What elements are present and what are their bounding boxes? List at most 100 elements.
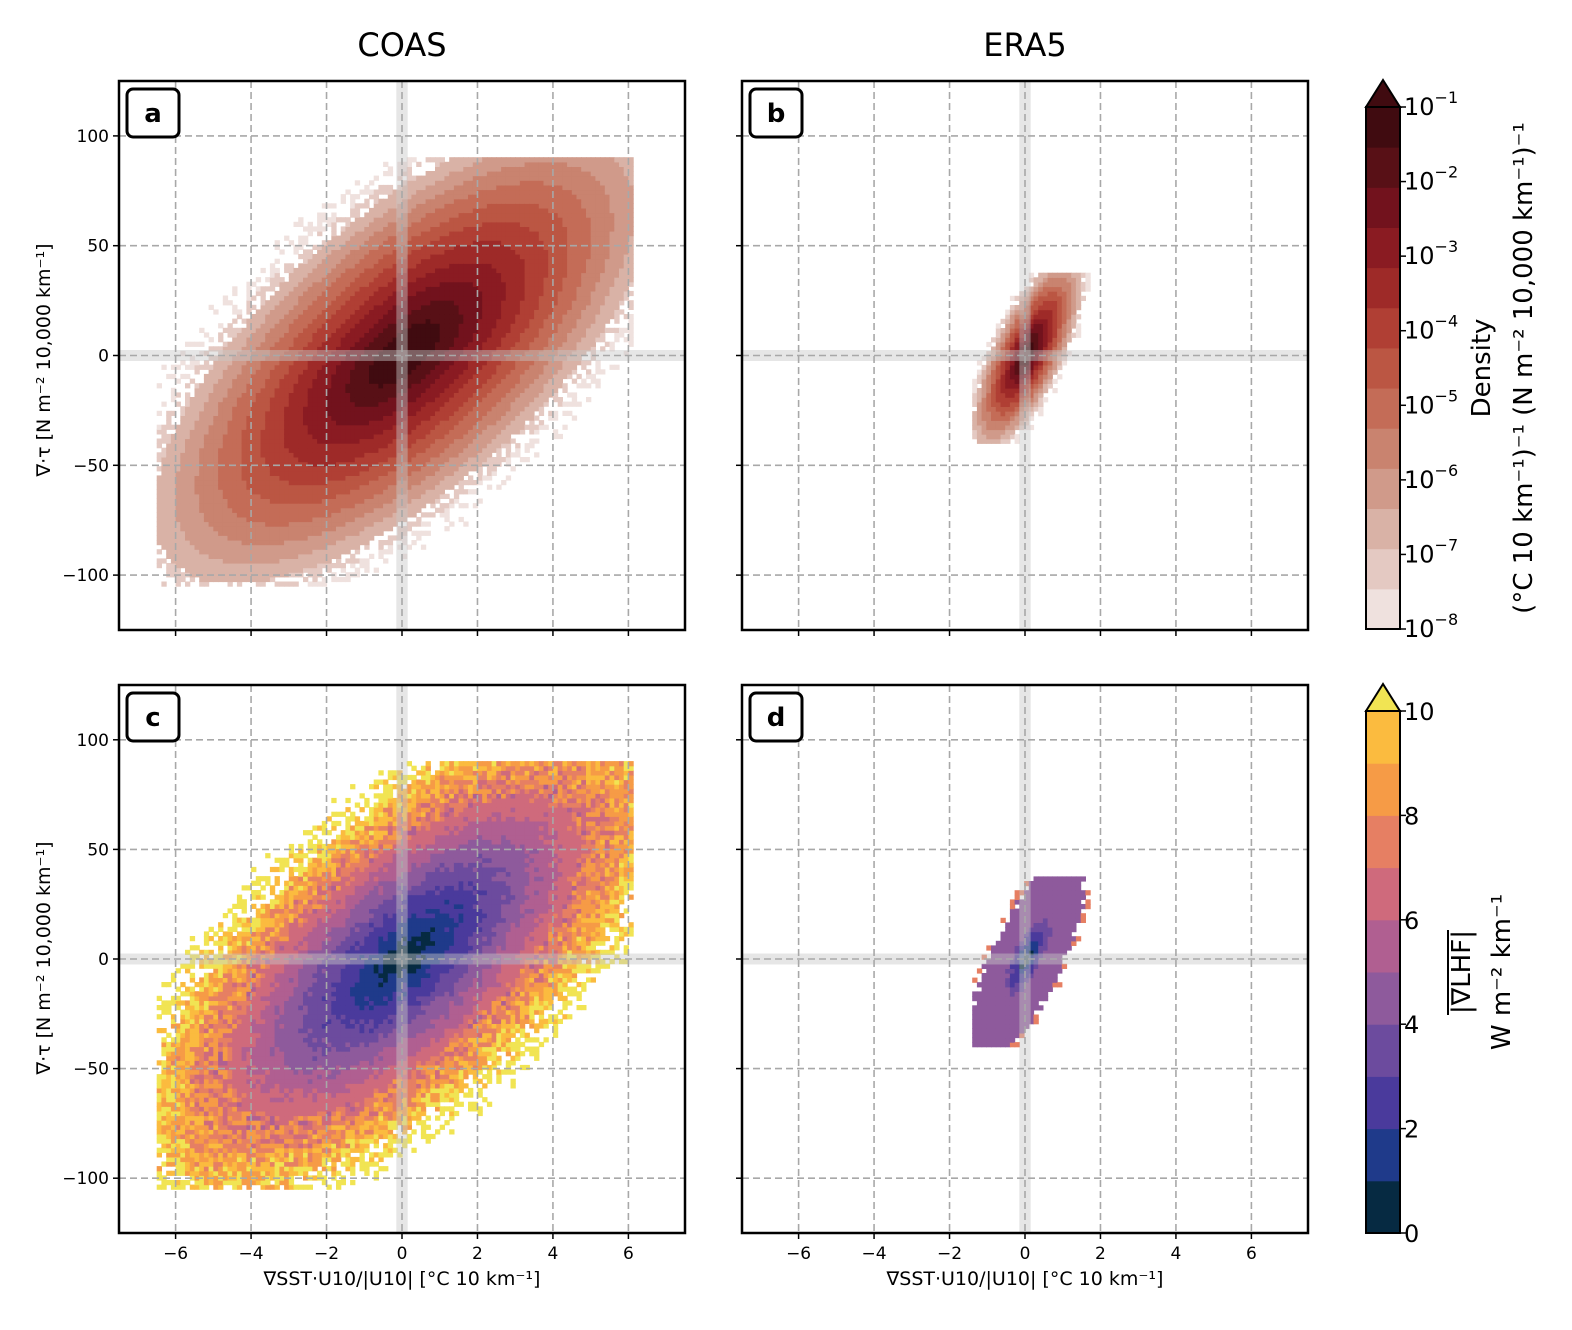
heatmap-cell [284, 281, 290, 287]
heatmap-cell [336, 544, 342, 550]
heatmap-cell [364, 489, 370, 495]
heatmap-cell [288, 373, 295, 380]
heatmap-cell [453, 212, 460, 218]
heatmap-cell [350, 415, 356, 421]
heatmap-cell [312, 387, 318, 393]
heatmap-cell [265, 567, 271, 573]
heatmap-cell [387, 406, 394, 412]
heatmap-cell [203, 549, 210, 555]
heatmap-cell [166, 373, 172, 380]
heatmap-cell [439, 341, 445, 347]
heatmap-cell [354, 480, 361, 486]
heatmap-cell [307, 378, 313, 384]
heatmap-cell [298, 516, 304, 523]
heatmap-cell [350, 364, 356, 370]
heatmap-cell [359, 203, 365, 209]
heatmap-cell [293, 535, 299, 541]
heatmap-cell [458, 337, 464, 343]
heatmap-cell [420, 530, 427, 536]
heatmap-cell [288, 429, 295, 435]
heatmap-cell [383, 401, 389, 407]
heatmap-cell [425, 350, 431, 357]
heatmap-cell [269, 553, 276, 559]
heatmap-cell [331, 415, 337, 421]
heatmap-cell [425, 466, 431, 472]
heatmap-cell [378, 553, 384, 559]
heatmap-cell [444, 290, 450, 297]
heatmap-cell [255, 337, 262, 343]
heatmap-cell [203, 424, 210, 430]
heatmap-cell [255, 553, 262, 559]
heatmap-cell [340, 535, 346, 541]
heatmap-cell [369, 415, 375, 421]
heatmap-cell [279, 286, 285, 292]
heatmap-cell [345, 364, 351, 370]
heatmap-cell [458, 443, 464, 449]
heatmap-cell [430, 420, 436, 426]
heatmap-cell [411, 235, 417, 241]
heatmap-cell [236, 443, 243, 449]
heatmap-cell [364, 369, 370, 375]
heatmap-cell [303, 332, 309, 338]
heatmap-cell [406, 166, 412, 172]
heatmap-cell [458, 258, 464, 264]
heatmap-cell [194, 369, 200, 375]
heatmap-cell [189, 452, 196, 458]
heatmap-cell [425, 304, 431, 310]
heatmap-cell [303, 360, 309, 366]
heatmap-cell [411, 286, 417, 292]
heatmap-cell [420, 189, 427, 195]
heatmap-cell [453, 240, 460, 246]
heatmap-cell [274, 461, 280, 467]
heatmap-cell [326, 360, 332, 366]
heatmap-cell [420, 327, 427, 333]
heatmap-cell [288, 581, 295, 587]
heatmap-cell [359, 304, 365, 310]
heatmap-cell [468, 323, 474, 329]
heatmap-cell [411, 341, 417, 347]
heatmap-cell [472, 383, 479, 389]
heatmap-cell [392, 286, 398, 292]
heatmap-cell [180, 512, 186, 518]
heatmap-cell [232, 493, 238, 499]
heatmap-cell [486, 231, 493, 237]
heatmap-cell [420, 429, 427, 435]
heatmap-cell [246, 401, 252, 407]
heatmap-cell [246, 429, 252, 435]
heatmap-cell [336, 217, 342, 223]
heatmap-cell [463, 254, 469, 260]
heatmap-cell [463, 304, 469, 310]
heatmap-cell [312, 420, 318, 426]
heatmap-cell [317, 489, 323, 495]
heatmap-cell [279, 507, 285, 513]
heatmap-cell [269, 341, 276, 347]
heatmap-cell [378, 378, 384, 384]
heatmap-cell [420, 258, 427, 264]
heatmap-cell [284, 433, 290, 440]
heatmap-cell [156, 535, 162, 541]
heatmap-cell [350, 433, 356, 440]
heatmap-cell [227, 350, 233, 357]
heatmap-cell [430, 194, 436, 200]
heatmap-cell [496, 194, 502, 200]
heatmap-cell [449, 249, 455, 255]
heatmap-cell [208, 364, 214, 370]
heatmap-cell [354, 277, 361, 283]
heatmap-cell [194, 433, 200, 440]
heatmap-cell [505, 383, 512, 389]
heatmap-cell [354, 194, 361, 200]
heatmap-cell [486, 327, 493, 333]
heatmap-cell [185, 392, 191, 398]
heatmap-cell [321, 489, 328, 495]
heatmap-cell [279, 572, 285, 578]
heatmap-cell [345, 249, 351, 255]
heatmap-cell [383, 281, 389, 287]
heatmap-cell [189, 530, 196, 536]
heatmap-cell [505, 475, 512, 481]
heatmap-cell [170, 516, 177, 523]
heatmap-cell [387, 489, 394, 495]
heatmap-cell [236, 369, 243, 375]
heatmap-cell [496, 415, 502, 421]
heatmap-cell [468, 263, 474, 269]
heatmap-cell [303, 258, 309, 264]
